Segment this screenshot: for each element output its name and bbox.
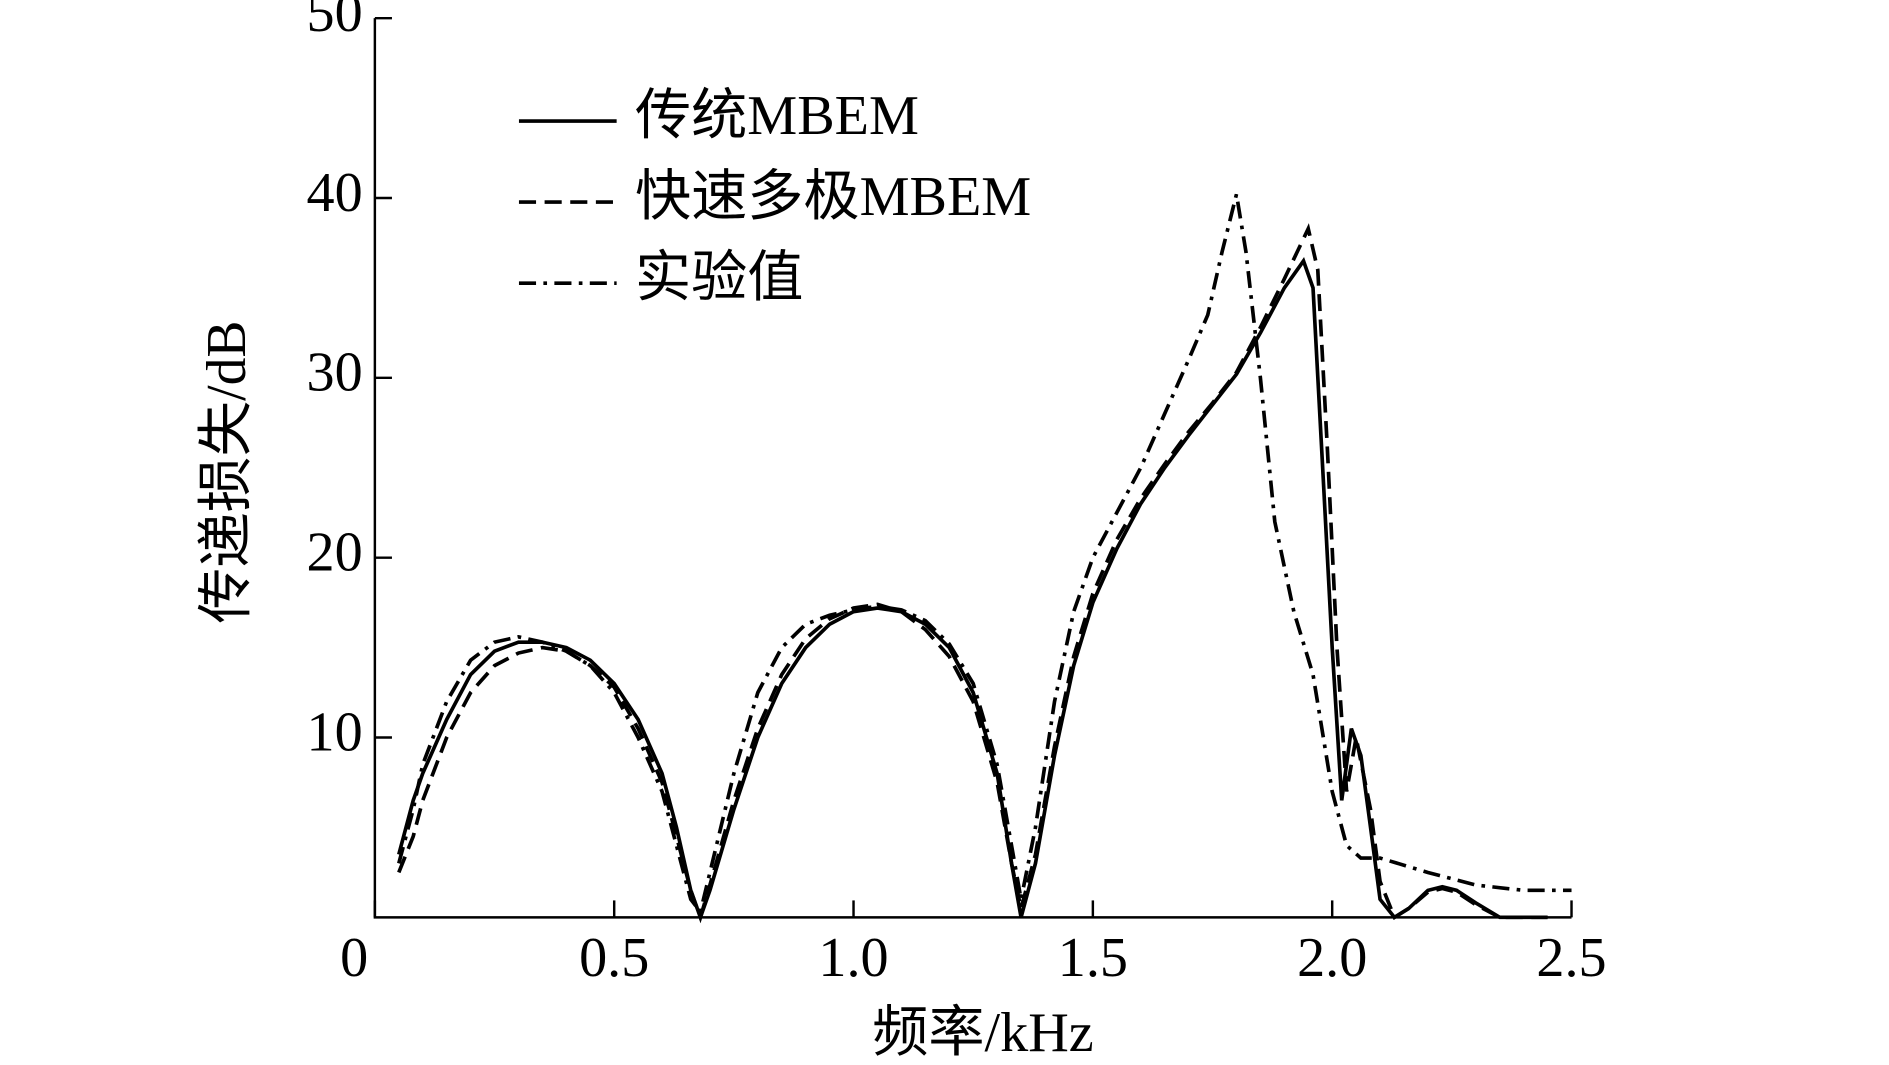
y-tick-label: 40	[307, 162, 363, 224]
series-line	[397, 193, 1572, 917]
series-line	[397, 223, 1548, 924]
legend-label: 实验值	[635, 247, 803, 309]
y-tick-label: 10	[307, 702, 363, 764]
y-tick-label: 20	[307, 522, 363, 584]
x-tick-label: 0	[340, 927, 368, 989]
x-tick-label: 2.0	[1297, 927, 1367, 989]
y-tick-label: 50	[307, 0, 363, 44]
series-line	[397, 256, 1548, 923]
x-tick-label: 0.5	[579, 927, 649, 989]
y-axis-label: 传递损失/dB	[196, 320, 258, 623]
legend-label: 快速多极MBEM	[635, 166, 1031, 228]
x-axis-label: 频率/kHz	[872, 1002, 1093, 1064]
x-tick-label: 2.5	[1536, 927, 1606, 989]
y-tick-label: 30	[307, 342, 363, 404]
legend-label: 传统MBEM	[635, 85, 919, 147]
axes	[373, 18, 1572, 919]
x-tick-label: 1.5	[1058, 927, 1128, 989]
x-tick-label: 1.0	[818, 927, 888, 989]
